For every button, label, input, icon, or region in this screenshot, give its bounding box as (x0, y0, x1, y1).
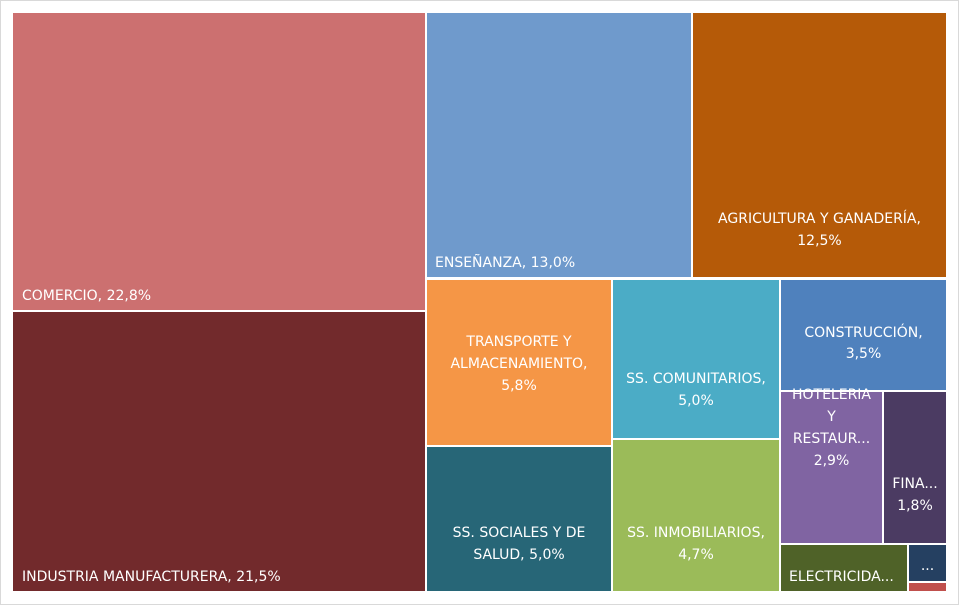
tile-tile-13[interactable] (909, 583, 946, 591)
tile-label-line: 5,0% (678, 393, 714, 409)
tile-label-line: ENSEÑANZA, 13,0% (435, 254, 575, 271)
tile-rect-agricultura-y-ganaderia (693, 13, 946, 277)
tile-rect-ss-inmobiliarios (613, 440, 779, 591)
tile-label-hoteleria-y-restaurantes: HOTELERIA Y RESTAUR... 2,9% (792, 387, 871, 469)
tile-label-line: ELECTRICIDA... (789, 569, 894, 585)
tile-agricultura-y-ganaderia[interactable]: AGRICULTURA Y GANADERÍA, 12,5% (693, 13, 946, 277)
tile-electricidad[interactable]: ELECTRICIDA... (781, 545, 907, 591)
tile-label-line: RESTAUR... (793, 431, 870, 447)
tile-ss-comunitarios[interactable]: SS. COMUNITARIOS, 5,0% (613, 280, 779, 438)
tile-label-line: CONSTRUCCIÓN, (804, 323, 922, 341)
tile-industria-manufacturera[interactable]: INDUSTRIA MANUFACTURERA, 21,5% (13, 312, 425, 591)
tile-label-line: 4,7% (678, 547, 714, 563)
tile-tile-12[interactable]: ... (909, 545, 946, 581)
tile-transporte-y-almacenamiento[interactable]: TRANSPORTE Y ALMACENAMIENTO, 5,8% (427, 280, 611, 445)
tile-comercio[interactable]: COMERCIO, 22,8% (13, 13, 425, 310)
tile-label-line: INDUSTRIA MANUFACTURERA, 21,5% (22, 569, 281, 585)
tile-label-line: SALUD, 5,0% (473, 547, 564, 563)
tile-label-transporte-y-almacenamiento: TRANSPORTE Y ALMACENAMIENTO, 5,8% (450, 334, 587, 394)
tile-label-electricidad: ELECTRICIDA... (789, 569, 894, 585)
tile-label-line: ALMACENAMIENTO, (450, 356, 587, 372)
tile-label-line: Y (826, 409, 836, 425)
tile-label-line: 3,5% (846, 346, 882, 362)
tile-label-line: 1,8% (897, 498, 933, 514)
tile-rect-comercio (13, 13, 425, 310)
tile-label-line: SS. SOCIALES Y DE (453, 525, 586, 541)
tile-label-construccion: CONSTRUCCIÓN, 3,5% (804, 323, 922, 362)
tile-label-finanzas: FINA... 1,8% (892, 476, 937, 514)
tile-rect-ss-sociales-y-de-salud (427, 447, 611, 591)
tile-label-ss-inmobiliarios: SS. INMOBILIARIOS, 4,7% (627, 525, 765, 563)
tile-rect-construccion (781, 280, 946, 390)
tile-ss-sociales-y-de-salud[interactable]: SS. SOCIALES Y DE SALUD, 5,0% (427, 447, 611, 591)
tile-rect-tile-13 (909, 583, 946, 591)
tile-ensenanza[interactable]: ENSEÑANZA, 13,0% (427, 13, 691, 277)
tile-rect-hoteleria-y-restaurantes (781, 392, 882, 543)
tile-label-comercio: COMERCIO, 22,8% (22, 288, 151, 304)
tile-rect-ensenanza (427, 13, 691, 277)
tile-label-line: SS. COMUNITARIOS, (626, 371, 766, 387)
tile-rect-electricidad (781, 545, 907, 591)
tile-ss-inmobiliarios[interactable]: SS. INMOBILIARIOS, 4,7% (613, 440, 779, 591)
tile-label-line: HOTELERIA (792, 387, 871, 403)
tile-label-ensenanza: ENSEÑANZA, 13,0% (435, 254, 575, 271)
tile-label-line: COMERCIO, 22,8% (22, 288, 151, 304)
tile-rect-tile-12 (909, 545, 946, 581)
tile-label-line: 2,9% (814, 453, 850, 469)
tile-label-agricultura-y-ganaderia: AGRICULTURA Y GANADERÍA, 12,5% (718, 210, 921, 249)
tile-label-line: FINA... (892, 476, 937, 492)
tile-label-line: AGRICULTURA Y GANADERÍA, (718, 210, 921, 227)
tile-label-line: 5,8% (501, 378, 537, 394)
tile-label-line: 12,5% (797, 233, 841, 249)
tile-hoteleria-y-restaurantes[interactable]: HOTELERIA Y RESTAUR... 2,9% (781, 387, 882, 543)
tile-rect-industria-manufacturera (13, 312, 425, 591)
tile-label-ss-comunitarios: SS. COMUNITARIOS, 5,0% (626, 371, 766, 409)
tile-label-line: TRANSPORTE Y (465, 334, 572, 350)
tile-label-industria-manufacturera: INDUSTRIA MANUFACTURERA, 21,5% (22, 569, 281, 585)
tile-rect-ss-comunitarios (613, 280, 779, 438)
tile-label-line: SS. INMOBILIARIOS, (627, 525, 765, 541)
tile-label-ss-sociales-y-de-salud: SS. SOCIALES Y DE SALUD, 5,0% (453, 525, 586, 563)
tile-construccion[interactable]: CONSTRUCCIÓN, 3,5% (781, 280, 946, 390)
tile-rect-finanzas (884, 392, 946, 543)
tile-label-line: ... (921, 558, 934, 574)
tile-label-tile-12: ... (921, 558, 934, 574)
tile-finanzas[interactable]: FINA... 1,8% (884, 392, 946, 543)
tile-rect-transporte-y-almacenamiento (427, 280, 611, 445)
